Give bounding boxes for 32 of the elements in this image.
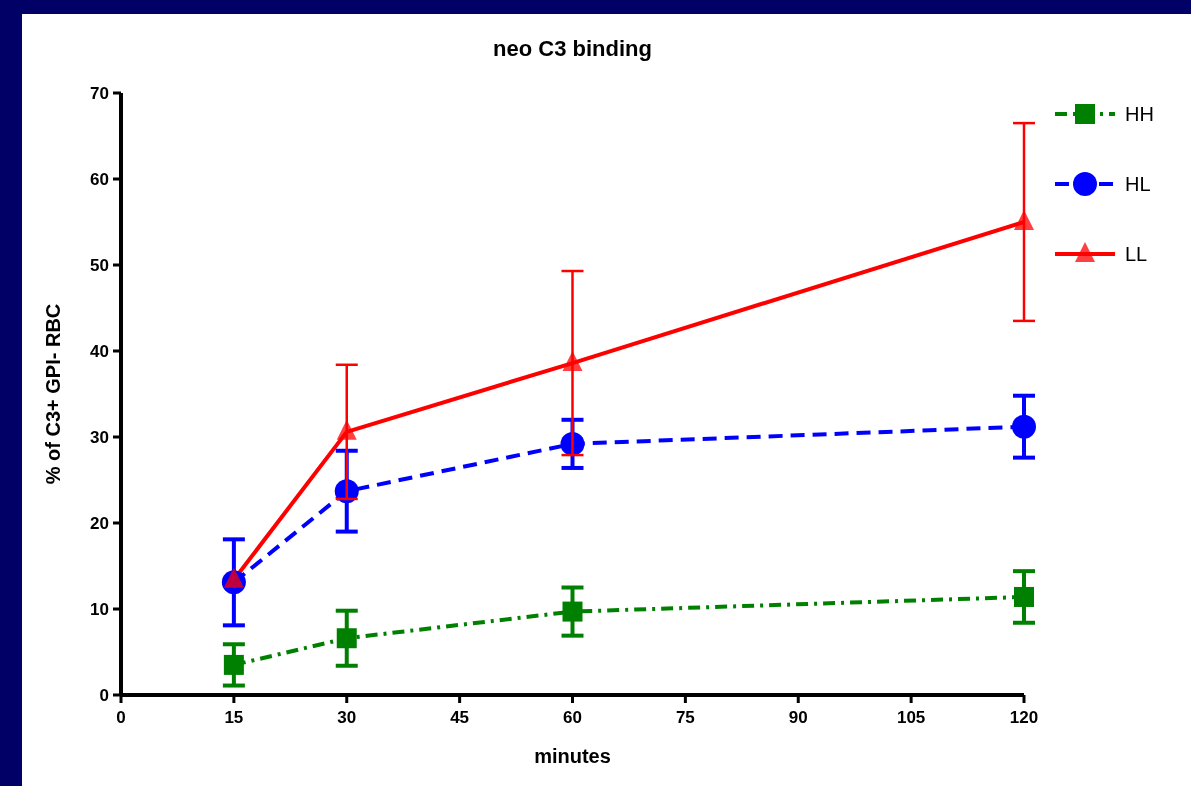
- x-tick-label: 105: [896, 708, 926, 727]
- point: [1014, 586, 1034, 607]
- y-tick-label: 40: [90, 341, 109, 361]
- x-tick-label: 75: [675, 708, 695, 727]
- y-tick-label: 20: [90, 513, 109, 533]
- y-tick-label: 10: [90, 599, 109, 619]
- y-tick-label: 0: [99, 685, 109, 705]
- y-axis-title: % of C3+ GPI- RBC: [42, 303, 64, 485]
- chart-title: neo C3 binding: [493, 36, 652, 61]
- legend-label: HH: [1125, 103, 1154, 125]
- y-tick-label: 30: [90, 427, 109, 447]
- y-tick-label: 50: [90, 255, 109, 275]
- point: [1014, 210, 1034, 230]
- x-tick-label: 120: [1009, 708, 1039, 727]
- point: [562, 601, 583, 622]
- x-tick-label: 15: [224, 708, 244, 727]
- legend-label: HL: [1125, 173, 1151, 195]
- x-tick-label: 60: [563, 708, 582, 727]
- point: [336, 419, 357, 440]
- point: [336, 628, 357, 649]
- x-axis-title: minutes: [534, 745, 611, 767]
- y-tick-label: 70: [90, 83, 109, 103]
- point: [223, 654, 244, 675]
- point: [223, 567, 244, 588]
- point: [1012, 414, 1036, 439]
- x-tick-label: 0: [116, 708, 126, 727]
- legend-label: LL: [1125, 243, 1148, 265]
- x-tick-label: 45: [450, 708, 470, 727]
- x-tick-label: 90: [788, 708, 808, 727]
- y-tick-label: 60: [90, 169, 109, 189]
- point: [562, 351, 583, 372]
- x-tick-label: 30: [337, 708, 357, 727]
